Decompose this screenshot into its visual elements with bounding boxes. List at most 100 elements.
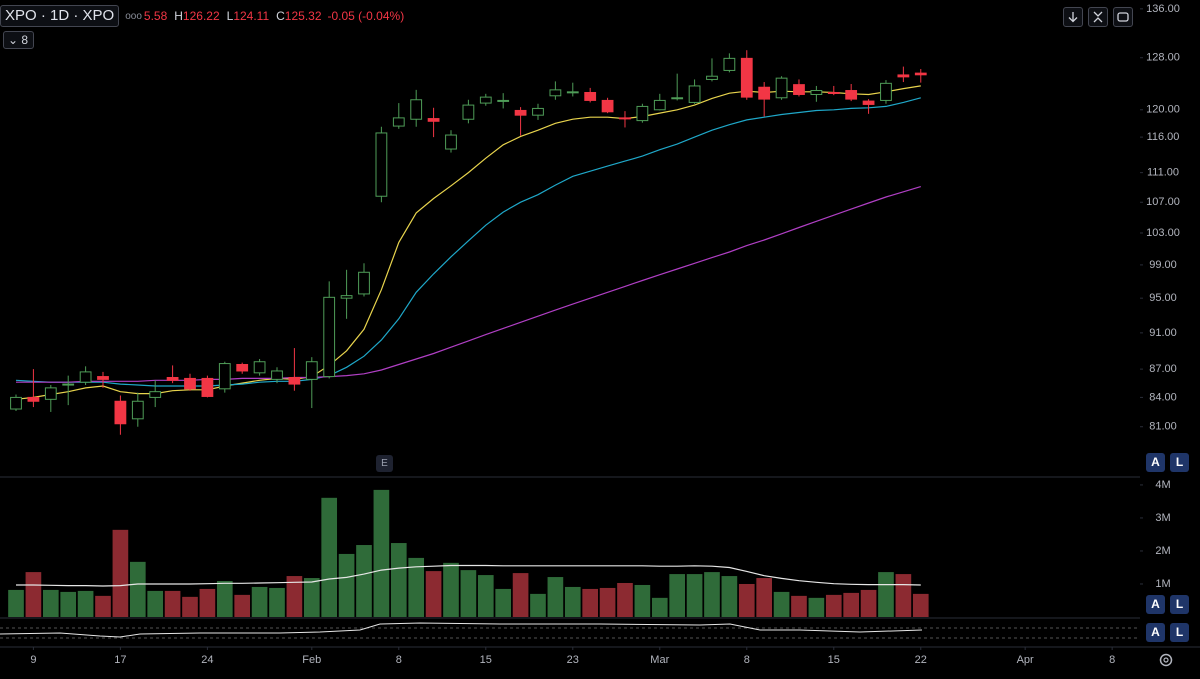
candle-body <box>427 118 440 122</box>
candle-body <box>79 371 92 383</box>
candle-body <box>914 72 927 76</box>
candle-body <box>10 396 22 410</box>
volume-bar <box>599 587 616 617</box>
volume-bar <box>564 586 581 617</box>
volume-bar <box>460 570 477 617</box>
candle-body <box>497 99 510 102</box>
candle-body <box>62 383 75 386</box>
volume-bar <box>303 578 320 617</box>
volume-bar <box>182 596 198 617</box>
volume-bar <box>286 576 303 617</box>
volume-bar <box>77 590 94 617</box>
volume-bar <box>269 587 285 617</box>
close-label: C <box>276 9 285 23</box>
candle-body <box>845 90 858 100</box>
candle-body <box>566 91 579 94</box>
x-tick-label: 15 <box>480 654 492 666</box>
volume-bar <box>582 588 599 617</box>
volume-bar <box>686 574 703 617</box>
x-tick-label: 8 <box>744 654 750 666</box>
candle-body <box>619 117 631 120</box>
volume-bar <box>251 586 268 617</box>
candle-body <box>880 82 892 101</box>
auto-scale-button[interactable]: A <box>1146 623 1165 642</box>
candle-body <box>149 391 162 398</box>
candle-body <box>688 85 701 103</box>
maximize-button[interactable] <box>1113 7 1133 27</box>
high-value: 126.22 <box>182 9 220 23</box>
volume-bar <box>356 545 372 617</box>
x-tick-label: Feb <box>302 654 321 666</box>
y-tick-label: 107.00 <box>1146 196 1180 208</box>
volume-bar <box>738 583 755 617</box>
volume-bar <box>408 557 425 617</box>
change-value: -0.05 (-0.04%) <box>327 9 405 23</box>
candle-body <box>862 100 875 105</box>
candle-body <box>340 295 353 299</box>
y-tick-label: 4M <box>1155 479 1170 491</box>
volume-bar <box>773 591 790 617</box>
x-tick-label: 17 <box>114 654 126 666</box>
y-tick-label: 84.00 <box>1149 391 1177 403</box>
candle-body <box>236 363 249 372</box>
volume-bar <box>60 591 77 617</box>
candle-body <box>253 361 266 374</box>
volume-bar <box>530 593 546 617</box>
volume-bar <box>477 575 494 617</box>
volume-bar <box>112 529 129 617</box>
volume-bar <box>25 572 42 617</box>
x-tick-label: Apr <box>1017 654 1034 666</box>
x-tick-label: 9 <box>30 654 36 666</box>
candle-body <box>740 57 753 98</box>
candle-body <box>114 400 127 425</box>
candle-body <box>184 377 196 390</box>
candle-body <box>97 376 109 380</box>
auto-scale-button[interactable]: A <box>1146 453 1165 472</box>
volume-bar <box>338 553 355 617</box>
collapse-button[interactable] <box>1088 7 1108 27</box>
candle-body <box>410 99 423 120</box>
scroll-down-button[interactable] <box>1063 7 1083 27</box>
y-tick-label: 87.00 <box>1149 363 1177 375</box>
candle-body <box>131 400 144 420</box>
y-tick-label: 81.00 <box>1149 421 1177 433</box>
x-tick-label: 24 <box>201 654 213 666</box>
line-series <box>15 85 921 400</box>
volume-bar <box>634 584 651 617</box>
candle-body <box>706 75 718 80</box>
settings-icon[interactable] <box>1159 653 1173 667</box>
y-tick-label: 99.00 <box>1149 259 1177 271</box>
line-series <box>15 97 921 387</box>
volume-bar <box>42 589 59 617</box>
candle-body <box>636 105 649 122</box>
volume-bar <box>8 589 24 617</box>
indicators-toggle[interactable]: ⌄ 8 <box>3 31 35 49</box>
volume-bar <box>756 578 773 617</box>
volume-bar <box>95 595 111 617</box>
auto-scale-button[interactable]: A <box>1146 595 1165 614</box>
symbol[interactable]: XPO · 1D · XPO <box>0 5 120 27</box>
candle-body <box>271 370 283 380</box>
log-scale-button[interactable]: L <box>1170 595 1189 614</box>
volume-bar <box>234 594 251 617</box>
volume-bar <box>390 543 407 617</box>
log-scale-button[interactable]: L <box>1170 623 1189 642</box>
volume-bar <box>164 590 181 617</box>
volume-bar <box>843 592 860 617</box>
candle-body <box>479 96 492 104</box>
volume-bar <box>321 497 338 617</box>
close-value: 125.32 <box>284 9 322 23</box>
line-series <box>16 186 921 383</box>
y-tick-label: 3M <box>1155 512 1170 524</box>
candle-body <box>305 361 318 380</box>
candle-body <box>775 77 788 99</box>
y-tick-label: 111.00 <box>1147 167 1179 179</box>
x-tick-label: Mar <box>650 654 669 666</box>
earnings-marker[interactable]: E <box>376 455 393 472</box>
more-dots[interactable]: ooo <box>125 10 142 22</box>
y-tick-label: 1M <box>1155 578 1170 590</box>
candle-body <box>532 107 544 116</box>
log-scale-button[interactable]: L <box>1170 453 1189 472</box>
